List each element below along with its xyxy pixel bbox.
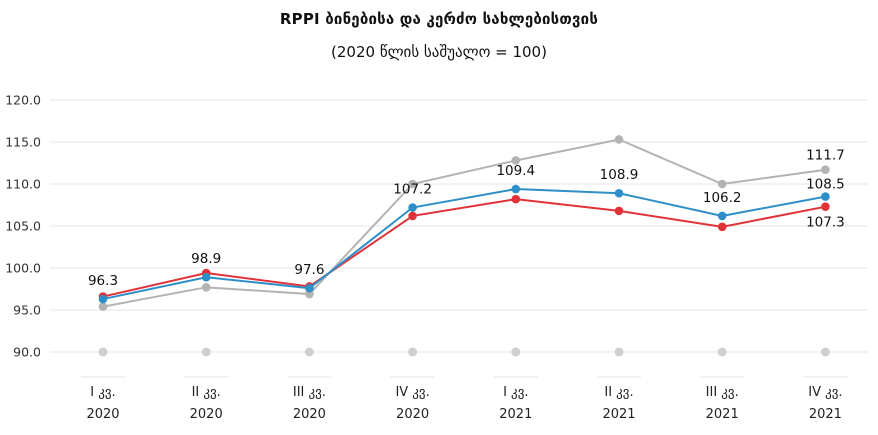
- data-point: [717, 222, 727, 232]
- chart-subtitle: (2020 წლის საშუალო = 100): [331, 43, 547, 61]
- series-line: [102, 188, 826, 301]
- data-point: [821, 202, 830, 211]
- data-label: 108.5: [806, 177, 845, 193]
- y-tick-label: 115.0: [5, 135, 41, 150]
- data-label: 108.9: [600, 167, 639, 183]
- data-point: [821, 192, 830, 201]
- baseline-marker: [820, 347, 830, 357]
- data-label: 107.2: [393, 182, 432, 198]
- data-point: [511, 184, 521, 194]
- data-point: [305, 289, 314, 299]
- data-label: 97.6: [294, 262, 324, 278]
- x-tick-label-year: 2020: [396, 407, 429, 422]
- x-tick-label: III კვ.: [706, 385, 739, 400]
- y-tick-label: 90.0: [13, 345, 41, 360]
- baseline-marker: [408, 347, 418, 357]
- y-tick-label: 110.0: [5, 177, 41, 192]
- x-tick-label-year: 2021: [809, 407, 842, 422]
- data-point: [98, 294, 108, 304]
- x-tick-label-year: 2021: [602, 407, 635, 422]
- data-point: [408, 179, 417, 189]
- data-point: [511, 194, 521, 204]
- data-point: [821, 165, 830, 175]
- data-point: [614, 135, 624, 144]
- series-line: [102, 198, 826, 298]
- data-point: [201, 283, 211, 292]
- data-point: [98, 302, 108, 311]
- x-tick-label: I კვ.: [90, 385, 115, 400]
- x-tick-label: III კვ.: [293, 385, 326, 400]
- x-tick-label: IV კვ.: [395, 385, 429, 400]
- y-tick-label: 120.0: [5, 93, 41, 108]
- y-tick-label: 105.0: [5, 219, 41, 234]
- baseline-marker: [201, 347, 211, 357]
- data-point: [511, 156, 521, 165]
- data-point: [408, 203, 417, 212]
- x-tick-label-year: 2020: [293, 407, 326, 422]
- x-tick-label-year: 2020: [190, 407, 223, 422]
- x-tick-label: IV კვ.: [808, 385, 842, 400]
- data-point: [717, 179, 727, 189]
- data-label: 107.3: [806, 215, 845, 231]
- data-label: 111.7: [806, 148, 845, 164]
- series-line: [102, 138, 826, 308]
- data-label: 109.4: [496, 163, 535, 179]
- baseline-marker: [614, 347, 624, 357]
- data-label: 106.2: [703, 190, 742, 206]
- y-tick-label: 100.0: [5, 261, 41, 276]
- x-tick-label-year: 2021: [706, 407, 739, 422]
- data-label: 98.9: [191, 251, 221, 267]
- baseline-marker: [511, 347, 521, 357]
- x-tick-label: II კვ.: [604, 385, 633, 400]
- x-tick-label: II კვ.: [192, 385, 221, 400]
- data-point: [305, 283, 314, 293]
- data-point: [408, 211, 417, 221]
- baseline-marker: [304, 347, 314, 357]
- x-tick-label-year: 2020: [86, 407, 119, 422]
- y-tick-label: 95.0: [13, 303, 41, 318]
- data-point: [717, 211, 727, 221]
- x-tick-label: I კვ.: [503, 385, 528, 400]
- data-point: [201, 272, 211, 282]
- x-tick-label-year: 2021: [499, 407, 532, 422]
- chart-title: RPPI ბინებისა და კერძო სახლებისთვის: [279, 10, 599, 28]
- data-point: [614, 188, 624, 198]
- baseline-marker: [98, 347, 108, 357]
- data-label: 96.3: [88, 273, 118, 289]
- baseline-marker: [717, 347, 727, 357]
- data-point: [614, 206, 624, 216]
